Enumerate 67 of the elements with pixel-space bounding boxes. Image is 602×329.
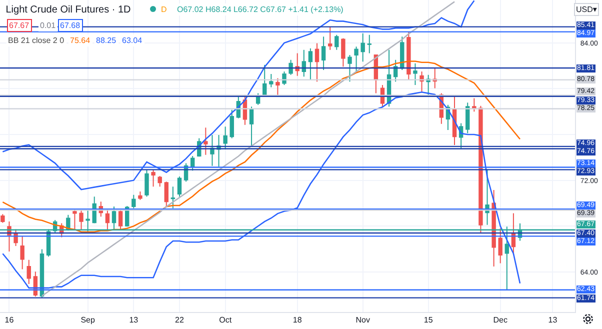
candlestick bbox=[132, 194, 136, 209]
candlestick bbox=[249, 106, 254, 147]
line-series bbox=[2, 60, 521, 232]
x-tick-label: 16 bbox=[4, 316, 14, 325]
annotation: D bbox=[161, 5, 167, 14]
candlestick bbox=[367, 34, 372, 54]
candlestick bbox=[223, 126, 228, 150]
candlestick bbox=[230, 109, 234, 139]
candlestick bbox=[105, 208, 110, 230]
candlestick bbox=[360, 32, 365, 62]
candlestick bbox=[498, 228, 502, 264]
candlestick bbox=[452, 96, 457, 146]
candlestick bbox=[276, 78, 280, 98]
candlestick bbox=[308, 48, 313, 80]
candlestick bbox=[0, 214, 5, 224]
candlestick bbox=[478, 105, 483, 234]
candlestick bbox=[204, 127, 208, 156]
candlestick bbox=[158, 175, 162, 188]
annotation: 67.68 bbox=[60, 21, 81, 30]
annotation: 88.25 bbox=[96, 36, 117, 45]
candlestick bbox=[269, 73, 274, 88]
candlestick bbox=[144, 169, 149, 198]
x-tick-label: 13 bbox=[548, 316, 558, 325]
x-tick-label: 22 bbox=[175, 316, 184, 325]
annotation: BB 21 close 2 0 bbox=[8, 36, 65, 45]
candlestick bbox=[210, 134, 214, 166]
candlestick bbox=[151, 169, 156, 188]
annotation: 67.67 bbox=[9, 21, 30, 30]
candlestick bbox=[164, 181, 168, 208]
annotation: 63.04 bbox=[122, 36, 143, 45]
candlestick bbox=[177, 176, 182, 198]
annotation: O67.02 H68.24 L66.72 C67.67 +1.41 (+2.13%) bbox=[177, 5, 344, 14]
x-tick-label: Sep bbox=[80, 316, 96, 325]
candlestick bbox=[354, 46, 358, 72]
candlestick bbox=[262, 64, 267, 98]
chart-title: Light Crude Oil Futures · 1D bbox=[6, 4, 131, 16]
candlestick bbox=[72, 208, 77, 230]
candlestick bbox=[321, 36, 326, 70]
candlestick bbox=[314, 42, 320, 82]
candlestick bbox=[341, 38, 346, 68]
annotation: 75.64 bbox=[70, 36, 91, 45]
candlestick bbox=[302, 49, 306, 78]
candlestick bbox=[466, 102, 470, 134]
candlestick bbox=[295, 52, 300, 76]
candlestick bbox=[26, 259, 31, 284]
x-tick-label: 18 bbox=[292, 316, 302, 325]
candlestick bbox=[118, 209, 123, 230]
x-tick-label: Nov bbox=[356, 316, 370, 325]
candlestick bbox=[288, 59, 293, 76]
annotation: 0.01 bbox=[40, 21, 56, 30]
candlestick bbox=[393, 59, 398, 82]
candlestick bbox=[413, 62, 418, 86]
candlestick bbox=[170, 186, 176, 209]
candlestick bbox=[20, 236, 24, 270]
x-tick-label: 15 bbox=[424, 316, 434, 325]
candlestick bbox=[406, 31, 411, 80]
candlestick bbox=[138, 191, 142, 200]
candlestick bbox=[472, 98, 476, 112]
candlestick bbox=[328, 26, 332, 50]
x-tick-label: Dec bbox=[493, 316, 508, 325]
text: USD▾ bbox=[576, 5, 597, 14]
candlestick bbox=[348, 54, 352, 82]
candlestick bbox=[334, 34, 339, 50]
x-tick-label: Oct bbox=[219, 316, 232, 325]
candlestick bbox=[79, 210, 84, 230]
candlestick bbox=[511, 212, 516, 256]
x-tick-label: 13 bbox=[129, 316, 139, 325]
